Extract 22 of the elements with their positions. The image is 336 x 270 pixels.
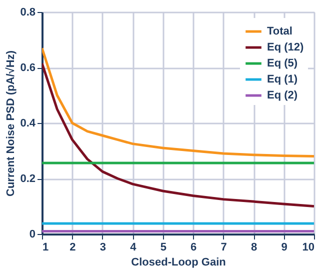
x-tick-label: 4 (130, 242, 138, 254)
legend-label: Eq (2) (267, 90, 298, 102)
x-axis-title: Closed-Loop Gain (131, 256, 226, 268)
y-tick-label: 0 (29, 228, 36, 240)
y-tick-label: 0.6 (20, 62, 36, 74)
legend-label: Eq (12) (267, 42, 304, 54)
x-tick-label: 1 (42, 242, 49, 254)
x-tick-label: 2 (70, 242, 76, 254)
x-tick-label: 3 (100, 242, 106, 254)
x-tick-label: 6 (190, 242, 197, 254)
legend-label: Total (267, 26, 292, 38)
y-tick-label: 0.4 (20, 118, 36, 130)
legend-label: Eq (5) (267, 58, 298, 70)
x-tick-label: 8 (250, 242, 258, 254)
x-tick-label: 5 (160, 242, 166, 254)
y-tick-label: 0.8 (20, 6, 36, 18)
x-tick-label: 7 (220, 242, 227, 254)
legend-label: Eq (1) (267, 74, 298, 86)
x-tick-label: 9 (281, 242, 288, 254)
y-axis-title: Current Noise PSD (pA/√Hz) (5, 50, 18, 196)
x-tick-label: 10 (302, 242, 314, 254)
y-tick-label: 0.2 (20, 173, 36, 185)
